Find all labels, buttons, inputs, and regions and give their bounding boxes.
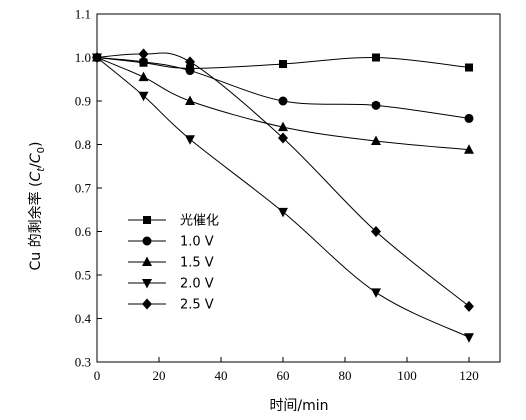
y-axis-title-sub-t: t <box>36 167 47 172</box>
legend-item: 2.5 V <box>128 298 214 313</box>
x-tick-label: 20 <box>153 368 166 383</box>
x-tick-label: 100 <box>397 368 417 383</box>
legend-marker <box>142 279 152 289</box>
y-axis-title-slash: / <box>28 163 44 168</box>
data-point <box>371 100 381 110</box>
data-point <box>92 52 102 63</box>
data-point <box>278 132 288 144</box>
plot-border <box>96 13 501 363</box>
y-axis-title-prefix: Cu 的剩余率 ( <box>27 182 44 271</box>
data-point <box>278 207 288 218</box>
data-point <box>278 96 288 106</box>
data-point <box>372 53 380 62</box>
legend-marker <box>143 216 151 224</box>
data-point <box>371 135 381 146</box>
legend-label: 1.5 V <box>180 256 214 271</box>
legend-item: 1.0 V <box>128 235 214 250</box>
data-point <box>138 91 149 102</box>
legend-label: 2.5 V <box>180 298 214 313</box>
data-point <box>279 60 287 69</box>
data-point <box>464 333 474 343</box>
data-point <box>464 300 474 312</box>
legend-item: 2.0 V <box>128 277 214 292</box>
data-point <box>185 56 195 68</box>
data-point <box>139 57 148 67</box>
x-tick-label: 120 <box>459 368 479 383</box>
y-axis-title-suffix: ) <box>28 141 44 146</box>
data-point <box>464 144 474 154</box>
y-tick-label: 0.7 <box>75 181 92 196</box>
x-axis: 0 20 40 60 80 100 120 <box>94 357 479 383</box>
data-point <box>465 63 473 72</box>
data-point <box>371 288 381 298</box>
x-axis-title: 时间/min <box>269 398 328 414</box>
y-tick-label: 0.8 <box>75 137 91 152</box>
x-tick-label: 80 <box>339 368 352 383</box>
legend-item: 光催化 <box>128 214 219 229</box>
legend-marker <box>142 256 152 266</box>
y-tick-label: 0.3 <box>75 355 91 370</box>
data-point <box>138 48 149 60</box>
series-line <box>96 52 470 307</box>
legend: 光催化 1.0 V 1.5 V 2.0 V 2.5 V <box>128 214 219 313</box>
x-tick-label: 40 <box>215 368 228 383</box>
y-tick-label: 0.5 <box>75 268 91 283</box>
legend-label: 光催化 <box>180 214 219 229</box>
y-tick-label: 0.9 <box>75 94 91 109</box>
data-point <box>138 71 149 82</box>
y-axis-title: Cu 的剩余率 (Ct/C0) <box>27 141 47 270</box>
y-axis-title-sub-0: 0 <box>36 147 47 153</box>
data-point <box>185 66 195 76</box>
data-point <box>464 113 474 123</box>
y-axis: 0.3 0.4 0.5 0.6 0.7 0.8 0.9 1.0 1.1 <box>75 7 102 370</box>
series-layer <box>92 48 474 343</box>
legend-marker <box>142 298 152 310</box>
series-5 <box>92 48 474 312</box>
plot-area <box>96 13 501 363</box>
legend-marker <box>142 236 152 246</box>
y-axis-title-c: C <box>28 172 44 182</box>
y-axis-title-c0: C <box>28 153 44 163</box>
y-tick-label: 0.4 <box>75 311 92 326</box>
x-tick-label: 0 <box>94 368 101 383</box>
legend-label: 1.0 V <box>180 235 214 250</box>
data-point <box>371 226 381 237</box>
y-tick-label: 1.1 <box>75 7 91 22</box>
x-tick-label: 60 <box>277 368 290 383</box>
data-point <box>185 135 195 145</box>
legend-label: 2.0 V <box>180 277 214 292</box>
y-tick-label: 1.0 <box>75 50 91 65</box>
y-tick-label: 0.6 <box>75 224 92 239</box>
legend-item: 1.5 V <box>128 256 214 271</box>
data-point <box>185 95 195 105</box>
data-point <box>278 121 288 132</box>
